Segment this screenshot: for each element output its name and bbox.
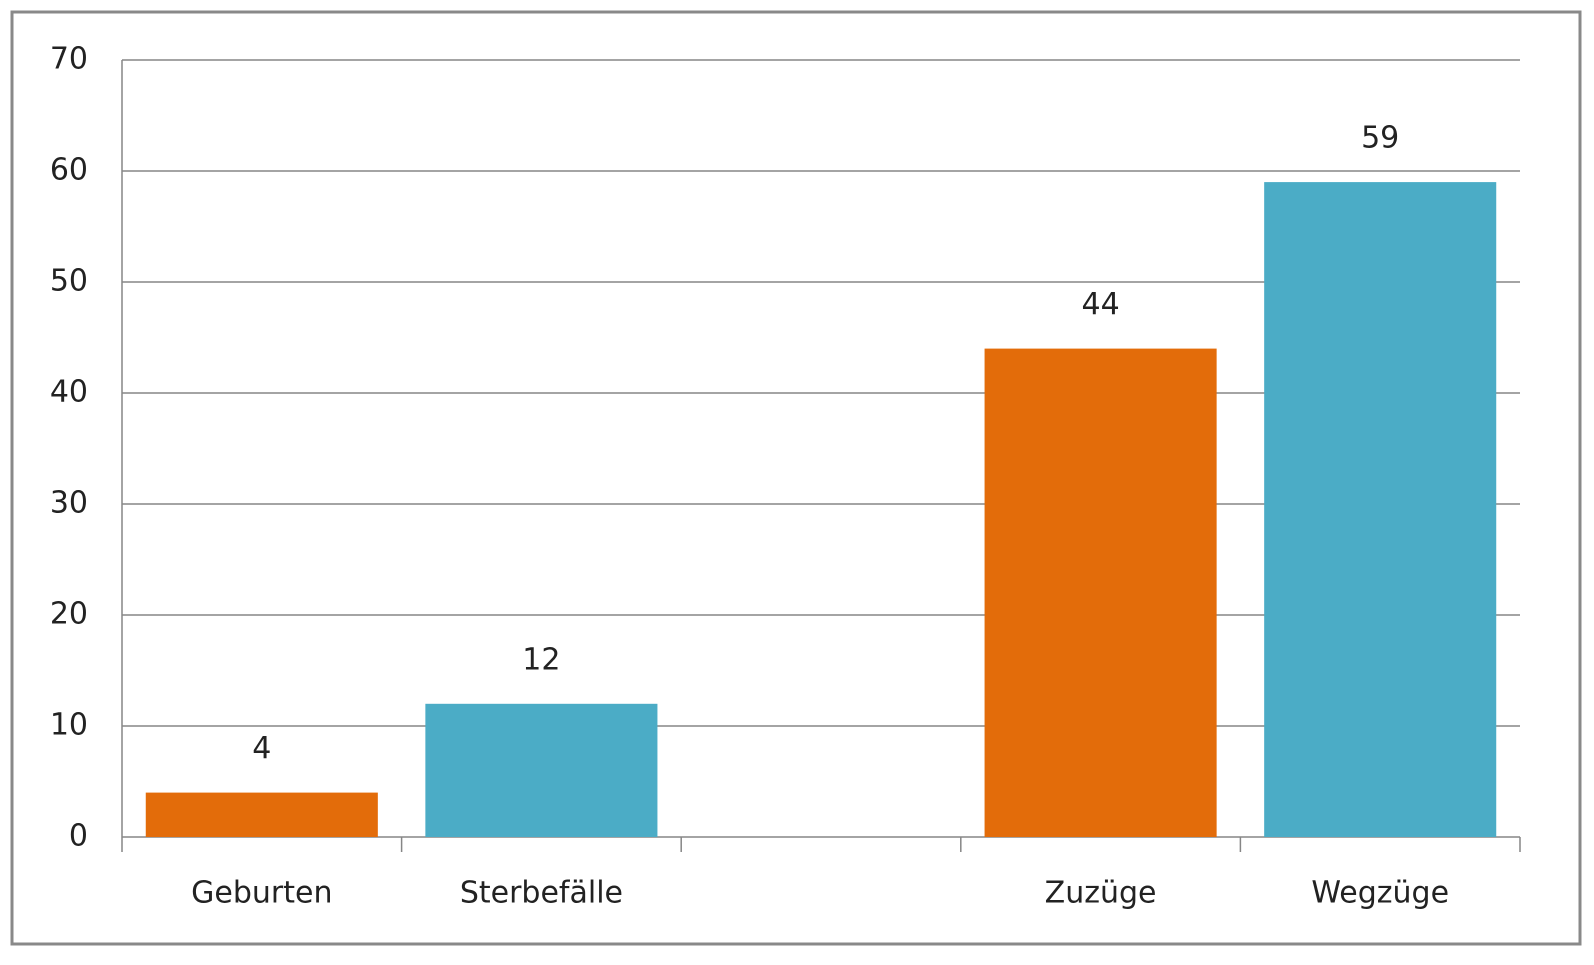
data-label: 12 bbox=[522, 642, 560, 677]
x-tick-label: Geburten bbox=[191, 876, 332, 911]
bar bbox=[425, 703, 658, 837]
data-label: 44 bbox=[1082, 287, 1120, 322]
y-tick-label: 0 bbox=[69, 819, 88, 854]
bar bbox=[1264, 182, 1497, 838]
y-tick-label: 50 bbox=[50, 264, 88, 299]
data-label: 59 bbox=[1361, 121, 1399, 156]
y-tick-label: 20 bbox=[50, 597, 88, 632]
bar bbox=[145, 792, 378, 837]
y-tick-label: 30 bbox=[50, 486, 88, 521]
y-tick-label: 10 bbox=[50, 708, 88, 743]
x-tick-label: Sterbefälle bbox=[460, 876, 623, 911]
y-tick-label: 60 bbox=[50, 153, 88, 188]
x-tick-label: Zuzüge bbox=[1045, 876, 1157, 911]
data-label: 4 bbox=[252, 731, 271, 766]
x-tick-label: Wegzüge bbox=[1311, 876, 1449, 911]
y-tick-label: 70 bbox=[50, 42, 88, 77]
y-tick-label: 40 bbox=[50, 375, 88, 410]
bar bbox=[984, 348, 1217, 837]
